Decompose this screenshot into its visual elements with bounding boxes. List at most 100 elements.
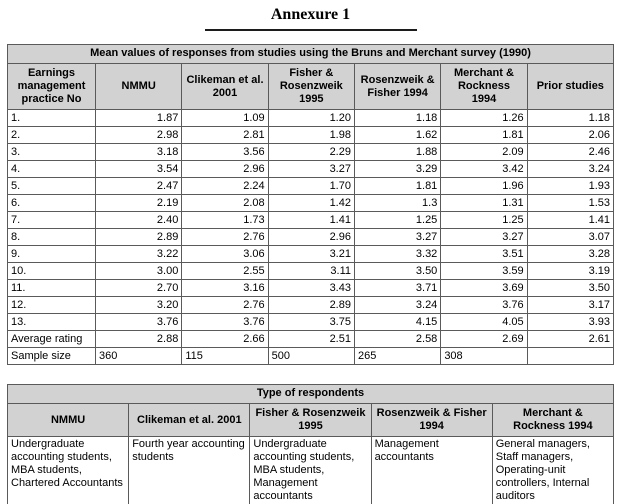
- table-cell: 3.69: [440, 279, 528, 297]
- table-row: Undergraduate accounting students, MBA s…: [6, 436, 615, 504]
- table-cell: 3.16: [181, 279, 269, 297]
- table-cell: 3.71: [353, 279, 442, 297]
- table-cell: 1.73: [181, 211, 269, 229]
- table-cell: 3.27: [353, 228, 442, 246]
- table-cell: 3.51: [440, 245, 528, 263]
- respondents-table-header-row: NMMU Clikeman et al. 2001 Fisher & Rosenzw…: [6, 403, 615, 437]
- table-row: 12. 3.20 2.76 2.89 3.24 3.76 3.17: [7, 296, 615, 314]
- mean-table-caption: Mean values of responses from studies us…: [7, 44, 614, 64]
- table-cell: 1.18: [526, 109, 615, 127]
- table-cell: 2.47: [94, 177, 183, 195]
- table-cell: 3.50: [353, 262, 442, 280]
- table-cell: 2.55: [181, 262, 269, 280]
- table-cell: 1.25: [353, 211, 442, 229]
- table-cell: 12.: [7, 296, 96, 314]
- column-header: Clikeman et al. 2001: [128, 403, 251, 437]
- table-cell: 4.15: [353, 313, 442, 331]
- column-header: Prior studies: [526, 63, 615, 110]
- table-cell: 1.09: [181, 109, 269, 127]
- table-cell: 11.: [7, 279, 96, 297]
- table-row: 11. 2.70 3.16 3.43 3.71 3.69 3.50: [7, 279, 615, 297]
- table-cell: 2.09: [440, 143, 528, 161]
- table-cell: 3.07: [526, 228, 615, 246]
- table-cell: 1.26: [440, 109, 528, 127]
- table-cell: 7.: [7, 211, 96, 229]
- table-cell: 3.76: [440, 296, 528, 314]
- table-cell: 4.05: [440, 313, 528, 331]
- table-cell: 3.21: [267, 245, 355, 263]
- table-cell: 5.: [7, 177, 96, 195]
- table-cell: 3.06: [181, 245, 269, 263]
- column-header: Rosenzweik & Fisher 1994: [353, 63, 442, 110]
- table-cell: 360: [94, 347, 183, 365]
- table-cell: 3.42: [440, 160, 528, 178]
- mean-values-table: Mean values of responses from studies us…: [7, 44, 615, 365]
- column-header: Fisher & Rosenzweik 1995: [249, 403, 372, 437]
- table-cell: 3.59: [440, 262, 528, 280]
- table-cell: 3.22: [94, 245, 183, 263]
- table-cell: 10.: [7, 262, 96, 280]
- table-cell: 2.51: [267, 330, 355, 348]
- table-cell: 2.19: [94, 194, 183, 212]
- mean-table-caption-row: Mean values of responses from studies us…: [7, 44, 614, 64]
- column-header: Merchant & Rockness 1994: [491, 403, 615, 437]
- table-cell: 1.98: [267, 126, 355, 144]
- table-cell: 1.41: [526, 211, 615, 229]
- table-cell: 3.75: [267, 313, 355, 331]
- table-cell: 3.93: [526, 313, 615, 331]
- page-title: Annexure 1: [270, 6, 351, 23]
- table-cell: 2.24: [181, 177, 269, 195]
- table-row: 5. 2.47 2.24 1.70 1.81 1.96 1.93: [7, 177, 615, 195]
- table-cell: 8.: [7, 228, 96, 246]
- table-cell: 3.56: [181, 143, 269, 161]
- table-cell: 4.: [7, 160, 96, 178]
- table-cell: 3.00: [94, 262, 183, 280]
- table-cell: 2.81: [181, 126, 269, 144]
- table-cell: Undergraduate accounting students, MBA s…: [6, 436, 130, 504]
- respondents-table-head: Type of respondents NMMU Clikeman et al. …: [6, 384, 615, 437]
- table-cell: 1.81: [440, 126, 528, 144]
- table-cell: 2.70: [94, 279, 183, 297]
- table-cell: 3.18: [94, 143, 183, 161]
- table-cell: Sample size: [7, 347, 96, 365]
- table-cell: 265: [353, 347, 442, 365]
- table-cell: 2.89: [94, 228, 183, 246]
- table-cell: 3.27: [440, 228, 528, 246]
- column-header: Rosenzweik & Fisher 1994: [370, 403, 493, 437]
- column-header: NMMU: [94, 63, 183, 110]
- table-cell: 1.53: [526, 194, 615, 212]
- table-cell: 3.28: [526, 245, 615, 263]
- table-cell: 3.27: [267, 160, 355, 178]
- table-cell: 3.76: [94, 313, 183, 331]
- respondents-table-body: Undergraduate accounting students, MBA s…: [6, 436, 615, 504]
- table-row: 4. 3.54 2.96 3.27 3.29 3.42 3.24: [7, 160, 615, 178]
- table-row: 9. 3.22 3.06 3.21 3.32 3.51 3.28: [7, 245, 615, 263]
- table-cell: 2.61: [526, 330, 615, 348]
- table-cell: 1.93: [526, 177, 615, 195]
- table-cell: 2.40: [94, 211, 183, 229]
- table-cell: 115: [181, 347, 269, 365]
- respondents-table-caption-row: Type of respondents: [7, 384, 614, 404]
- table-cell: 2.29: [267, 143, 355, 161]
- table-cell: 3.29: [353, 160, 442, 178]
- table-cell: 1.3: [353, 194, 442, 212]
- table-cell: 1.25: [440, 211, 528, 229]
- table-row: Average rating 2.88 2.66 2.51 2.58 2.69 2.61: [7, 330, 615, 348]
- mean-table-body: 1. 1.87 1.09 1.20 1.18 1.26 1.18 2. 2.98 2.81 1.98…: [7, 109, 615, 365]
- table-cell: 1.96: [440, 177, 528, 195]
- table-cell: 2.76: [181, 296, 269, 314]
- table-cell: 2.88: [94, 330, 183, 348]
- table-cell: 1.81: [353, 177, 442, 195]
- table-row: 6. 2.19 2.08 1.42 1.3 1.31 1.53: [7, 194, 615, 212]
- respondents-table: Type of respondents NMMU Clikeman et al. …: [6, 384, 615, 504]
- table-cell: 2.89: [267, 296, 355, 314]
- column-header: Merchant & Rockness 1994: [440, 63, 528, 110]
- table-cell: 3.17: [526, 296, 615, 314]
- table-cell: 3.19: [526, 262, 615, 280]
- table-cell: Fourth year accounting students: [128, 436, 251, 504]
- table-cell: 1.20: [267, 109, 355, 127]
- table-cell: Management accountants: [370, 436, 493, 504]
- table-cell: 1.70: [267, 177, 355, 195]
- table-cell: [526, 347, 615, 365]
